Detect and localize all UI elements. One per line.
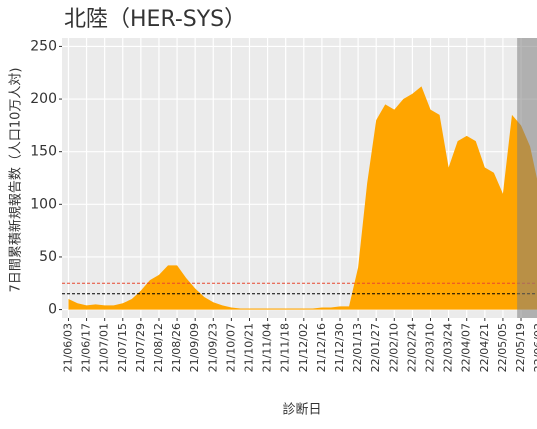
y-tick-label: 150 (30, 144, 57, 160)
y-tick-label: 0 (48, 302, 57, 318)
incomplete-period-shade (517, 38, 537, 318)
x-tick-label: 21/07/15 (116, 323, 129, 372)
x-tick-label: 21/12/16 (315, 323, 328, 372)
x-tick-label: 21/07/29 (134, 323, 147, 372)
x-tick-label: 22/03/10 (424, 323, 437, 372)
x-tick-label: 21/08/26 (170, 323, 183, 372)
y-tick-label: 50 (39, 249, 57, 265)
chart-title: 北陸（HER-SYS） (64, 7, 246, 32)
x-tick-label: 21/12/02 (297, 323, 310, 372)
x-tick-label: 22/04/07 (460, 323, 473, 372)
x-tick-label: 22/02/10 (387, 323, 400, 372)
x-tick-label: 22/05/05 (496, 323, 509, 372)
x-tick-label: 21/11/04 (261, 323, 274, 372)
x-tick-label: 21/10/07 (224, 323, 237, 372)
x-tick-label: 21/09/09 (188, 323, 201, 372)
x-tick-label: 21/06/17 (80, 323, 93, 372)
x-tick-label: 21/11/18 (279, 323, 292, 372)
x-tick-label: 22/03/24 (442, 323, 455, 372)
y-tick-label: 100 (30, 196, 57, 212)
x-tick-label: 21/12/30 (333, 323, 346, 372)
x-tick-label: 22/01/27 (369, 323, 382, 372)
x-tick-label: 21/09/23 (206, 323, 219, 372)
area (68, 86, 537, 310)
x-tick-label: 22/02/24 (405, 323, 418, 372)
x-tick-label: 21/08/12 (152, 323, 165, 372)
x-tick-label: 22/04/21 (478, 323, 491, 372)
x-tick-label: 22/06/02 (532, 323, 537, 372)
x-tick-label: 21/07/01 (98, 323, 111, 372)
x-tick-label: 22/05/19 (514, 323, 527, 372)
y-tick-label: 200 (30, 91, 57, 107)
y-tick-label: 250 (30, 38, 57, 54)
x-tick-label: 21/10/21 (242, 323, 255, 372)
x-tick-label: 21/06/03 (61, 323, 74, 372)
x-tick-label: 22/01/13 (351, 323, 364, 372)
y-axis-label: 7日間累積新規報告数（人口10万人対) (8, 68, 24, 293)
x-axis-label: 診断日 (282, 402, 321, 418)
